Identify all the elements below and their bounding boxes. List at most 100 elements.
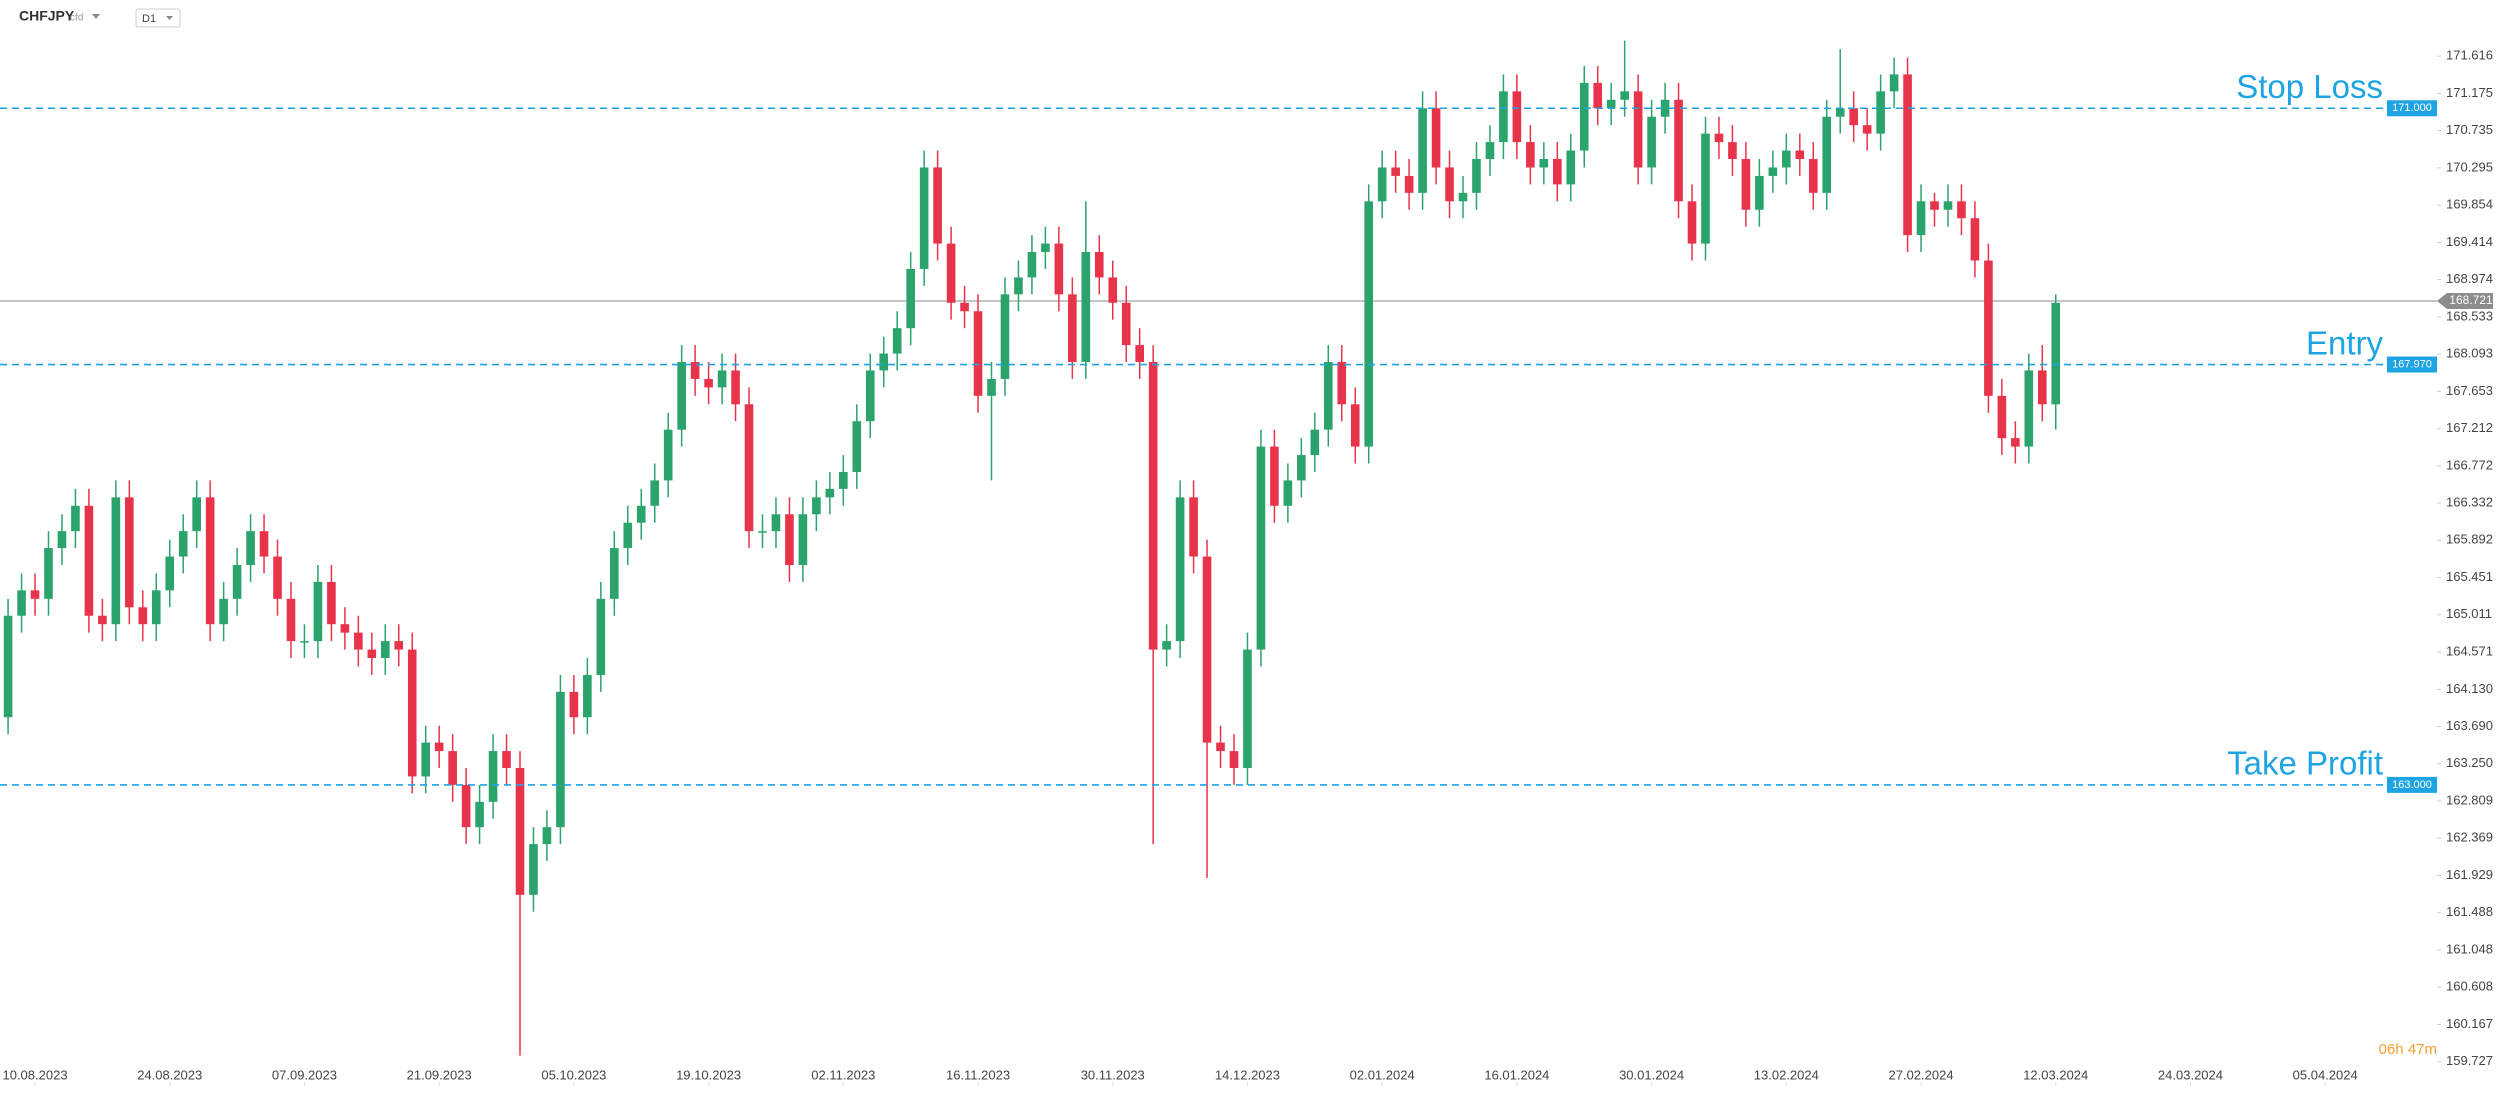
candle-body xyxy=(2011,438,2020,447)
y-tick-label: 163.250 xyxy=(2446,755,2493,770)
candle-body xyxy=(125,497,134,608)
candle-body xyxy=(219,598,228,625)
candle-body xyxy=(300,641,309,643)
symbol-caret[interactable] xyxy=(92,14,100,19)
y-tick-label: 165.892 xyxy=(2446,532,2493,547)
candle-body xyxy=(205,497,215,625)
candle-body xyxy=(1930,201,1939,210)
candle-body xyxy=(1714,133,1724,143)
candle-body xyxy=(1808,159,1818,193)
candle-body xyxy=(1768,167,1778,176)
candle-body xyxy=(623,522,633,549)
candle-body xyxy=(892,328,902,354)
candle-body xyxy=(1903,74,1912,236)
candle-body xyxy=(1822,116,1832,193)
x-tick-label: 24.03.2024 xyxy=(2158,1067,2223,1082)
candle-body xyxy=(3,615,13,718)
candle-body xyxy=(354,632,363,650)
candle-body xyxy=(259,531,269,557)
candle-body xyxy=(946,243,956,303)
y-tick-label: 165.011 xyxy=(2446,606,2492,621)
candle-body xyxy=(1350,404,1360,447)
level-box xyxy=(2387,356,2437,373)
candle-body xyxy=(1782,150,1791,168)
candle-body xyxy=(1162,641,1171,650)
level-price: 167.970 xyxy=(2392,358,2432,370)
candle-body xyxy=(1135,345,1145,362)
candle-body xyxy=(879,353,889,371)
candle-body xyxy=(690,362,700,379)
candle-body xyxy=(1701,133,1710,244)
y-tick-label: 166.772 xyxy=(2446,457,2493,472)
y-tick-label: 162.369 xyxy=(2446,830,2493,845)
candle-body xyxy=(98,615,107,625)
symbol: CHFJPY xyxy=(19,8,75,24)
candle-body xyxy=(44,548,53,599)
candle-body xyxy=(1458,192,1468,202)
candle-body xyxy=(825,488,835,498)
candle-body xyxy=(1741,159,1751,210)
candle-body xyxy=(1297,455,1306,481)
candle-body xyxy=(839,471,848,489)
y-tick-label: 160.608 xyxy=(2446,979,2493,994)
candle-body xyxy=(1755,175,1764,210)
candle-body xyxy=(973,311,983,396)
candle-body xyxy=(192,497,201,532)
candle-body xyxy=(232,564,242,599)
candle-body xyxy=(2024,370,2034,447)
candle-body xyxy=(1889,74,1899,92)
candle-body xyxy=(1943,201,1953,210)
candle-body xyxy=(1270,446,1279,506)
candle-body xyxy=(1081,252,1091,362)
candle-body xyxy=(542,827,552,845)
candle-body xyxy=(1189,497,1198,557)
candle-body xyxy=(57,531,67,549)
countdown: 06h 47m xyxy=(2379,1041,2437,1058)
candle-body xyxy=(1323,362,1333,430)
timeframe-caret[interactable] xyxy=(166,16,173,20)
candle-body xyxy=(515,767,525,895)
instrument-type: cfd xyxy=(70,13,83,24)
candle-body xyxy=(1485,142,1495,160)
candle-body xyxy=(1876,91,1885,134)
timeframe-dropdown[interactable] xyxy=(135,8,181,28)
candle-body xyxy=(1202,556,1212,743)
x-tick-label: 27.02.2024 xyxy=(1889,1067,1954,1082)
candle-body xyxy=(2051,302,2061,405)
candle-body xyxy=(1660,99,1670,117)
x-tick-label: 19.10.2023 xyxy=(676,1067,741,1082)
candle-body xyxy=(475,801,484,828)
last-price-label: 168.721 xyxy=(2449,293,2493,307)
candle-body xyxy=(1054,243,1064,295)
candle-body xyxy=(704,378,713,388)
level-price: 171.000 xyxy=(2392,102,2432,114)
candle-body xyxy=(1849,108,1858,126)
candle-body xyxy=(394,641,404,650)
candle-body xyxy=(1647,116,1656,168)
candle-body xyxy=(1539,159,1549,168)
candle-body xyxy=(17,590,26,616)
y-tick-label: 168.533 xyxy=(2446,308,2493,323)
level-name: Stop Loss xyxy=(2236,68,2383,105)
x-tick-label: 02.01.2024 xyxy=(1350,1067,1415,1082)
candle-body xyxy=(731,370,740,405)
candle-body xyxy=(84,505,94,616)
candle-body xyxy=(434,742,444,752)
candle-body xyxy=(1014,277,1023,295)
candle-body xyxy=(488,751,498,802)
candle-body xyxy=(286,598,296,642)
candle-body xyxy=(1108,277,1118,303)
candle-body xyxy=(1175,497,1185,642)
candle-body xyxy=(380,641,390,659)
x-tick-label: 14.12.2023 xyxy=(1215,1067,1280,1082)
candle-body xyxy=(138,607,148,625)
level-box xyxy=(2387,776,2437,793)
candle-body xyxy=(1526,142,1535,168)
candle-body xyxy=(2037,370,2047,405)
y-tick-label: 163.690 xyxy=(2446,718,2493,733)
candle-body xyxy=(812,497,821,515)
timeframe[interactable]: D1 xyxy=(142,13,156,25)
candle-body xyxy=(933,167,942,244)
candle-body xyxy=(1687,201,1697,244)
candle-body xyxy=(71,505,80,532)
